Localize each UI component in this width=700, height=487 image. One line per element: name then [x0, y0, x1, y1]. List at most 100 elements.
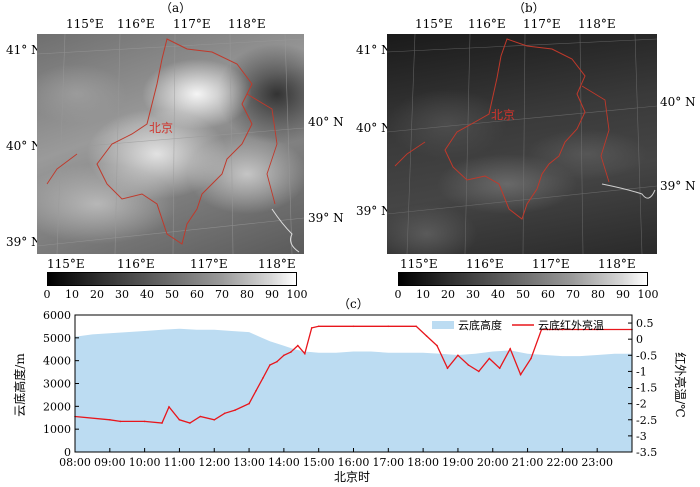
panel-a-cbar-tick-7: 70	[215, 288, 229, 301]
brightness-temp-point	[509, 348, 512, 350]
panel-b-cbar-tick-4: 40	[491, 288, 505, 301]
panel-a-left-lat-0: 41° N	[6, 43, 42, 57]
panel-a-colorbar	[47, 272, 297, 286]
brightness-temp-point	[178, 419, 181, 421]
y2-tick-label: 0.5	[636, 317, 654, 330]
y-tick-label: 4000	[43, 355, 71, 368]
panel-b-top-lon-1: 116°E	[468, 17, 506, 31]
brightness-temp-point	[317, 325, 320, 328]
panel-b-cbar-tick-6: 60	[541, 288, 555, 301]
panel-a-top-lon-2: 117°E	[173, 17, 211, 31]
y2-axis-label: 红外亮温/℃	[673, 352, 688, 417]
legend-label-brightness-temp: 云底红外亮温	[538, 318, 604, 332]
x-axis-label: 北京时	[334, 470, 370, 484]
panel-b-bottom-lon-1: 116°E	[466, 257, 504, 271]
y-tick-label: 3000	[43, 378, 71, 391]
panel-a-top-lon-0: 115°E	[66, 17, 104, 31]
x-tick-label: 15:00	[303, 456, 335, 469]
brightness-temp-point	[530, 357, 532, 360]
x-tick-label: 12:00	[198, 456, 230, 469]
cloud-height-area	[75, 328, 632, 452]
panel-b-satellite-image: 北京	[387, 34, 657, 254]
panel-a-bottom-lon-1: 116°E	[117, 257, 155, 271]
panel-a-city-label: 北京	[149, 121, 174, 135]
brightness-temp-point	[119, 420, 122, 423]
brightness-temp-point	[352, 325, 355, 328]
panel-b-colorbar	[398, 272, 648, 286]
panel-a-cbar-tick-3: 30	[115, 288, 129, 301]
brightness-temp-point	[425, 335, 428, 337]
brightness-temp-point	[498, 367, 501, 369]
panel-b-cbar-tick-2: 20	[441, 288, 455, 301]
x-tick-label: 13:00	[233, 456, 265, 469]
brightness-temp-point	[488, 357, 491, 360]
brightness-temp-point	[596, 328, 598, 331]
brightness-temp-point	[304, 352, 306, 355]
panel-a-top-lon-3: 118°E	[228, 17, 266, 31]
panel-b-cbar-tick-5: 50	[516, 288, 530, 301]
panel-a-bottom-lon-2: 117°E	[190, 257, 228, 271]
panel-c-label: （c）	[338, 297, 369, 311]
panel-a-right-lat-1: 39° N	[308, 211, 344, 225]
y2-tick-label: -2.5	[636, 414, 657, 427]
panel-a-left-lat-2: 39° N	[6, 235, 42, 249]
x-tick-label: 19:00	[442, 456, 474, 469]
brightness-temp-point	[213, 419, 216, 421]
x-tick-label: 10:00	[129, 456, 161, 469]
brightness-temp-point	[161, 422, 163, 424]
panel-b-top-lon-3: 118°E	[578, 17, 616, 31]
x-tick-label: 20:00	[477, 456, 509, 469]
panel-a-cbar-tick-10: 100	[286, 288, 308, 301]
panel-b-bottom-lon-3: 118°E	[598, 257, 636, 271]
brightness-temp-point	[234, 409, 236, 411]
panel-b-cbar-tick-0: 0	[394, 288, 402, 301]
y2-tick-label: -3	[636, 430, 647, 443]
brightness-temp-point	[283, 354, 285, 357]
legend-label-cloud-height: 云底高度	[458, 318, 502, 332]
x-tick-label: 17:00	[372, 456, 404, 469]
brightness-temp-point	[248, 402, 250, 405]
legend-swatch-cloud-height	[432, 321, 454, 329]
y2-tick-label: 0	[636, 333, 643, 346]
y2-tick-label: -1.5	[636, 382, 657, 395]
panel-b-cbar-tick-7: 70	[566, 288, 580, 301]
panel-a-top-lon-1: 116°E	[117, 17, 155, 31]
brightness-temp-point	[276, 360, 278, 363]
panel-a-cbar-tick-1: 10	[65, 288, 79, 301]
panel-b-left-lat-2: 39° N	[356, 204, 392, 218]
y2-tick-label: -1	[636, 365, 647, 378]
brightness-temp-point	[415, 325, 418, 328]
panel-a-bottom-lon-0: 115°E	[47, 257, 85, 271]
brightness-temp-point	[436, 344, 438, 347]
panel-a-cbar-tick-9: 90	[265, 288, 279, 301]
y-tick-label: 1000	[43, 423, 71, 436]
panel-b-cbar-tick-8: 80	[591, 288, 605, 301]
panel-b-top-lon-0: 115°E	[415, 17, 453, 31]
y-tick-label: 6000	[43, 309, 71, 322]
panel-b-bottom-lon-0: 115°E	[400, 257, 438, 271]
x-tick-label: 18:00	[407, 456, 439, 469]
y2-tick-label: -0.5	[636, 349, 657, 362]
panel-b-colorbar-ticks: 0 10 20 30 40 50 60 70 80 90 100	[394, 288, 659, 302]
panel-b-left-lat-0: 41° N	[356, 43, 392, 57]
x-tick-label: 16:00	[338, 456, 370, 469]
y2-tick-label: -3.5	[636, 446, 657, 459]
panel-a-right-lat-0: 40° N	[308, 115, 344, 129]
panel-b-bottom-lon-2: 117°E	[532, 257, 570, 271]
panel-b-right-lat-1: 39° N	[660, 179, 696, 193]
panel-a-label: （a）	[160, 1, 192, 15]
panel-b-label: （b）	[513, 1, 545, 15]
brightness-temp-point	[467, 364, 470, 366]
panel-b-cbar-tick-1: 10	[416, 288, 430, 301]
panel-a-bottom-lon-3: 118°E	[258, 257, 296, 271]
x-tick-label: 22:00	[547, 456, 579, 469]
panel-b-cbar-tick-3: 30	[466, 288, 480, 301]
x-tick-label: 21:00	[512, 456, 544, 469]
panel-b-cbar-tick-10: 100	[637, 288, 659, 301]
brightness-temp-point	[189, 422, 191, 424]
x-tick-label: 11:00	[164, 456, 196, 469]
x-tick-label: 09:00	[94, 456, 126, 469]
panel-b-city-label: 北京	[491, 108, 516, 122]
brightness-temp-point	[478, 370, 480, 373]
brightness-temp-point	[199, 415, 202, 418]
